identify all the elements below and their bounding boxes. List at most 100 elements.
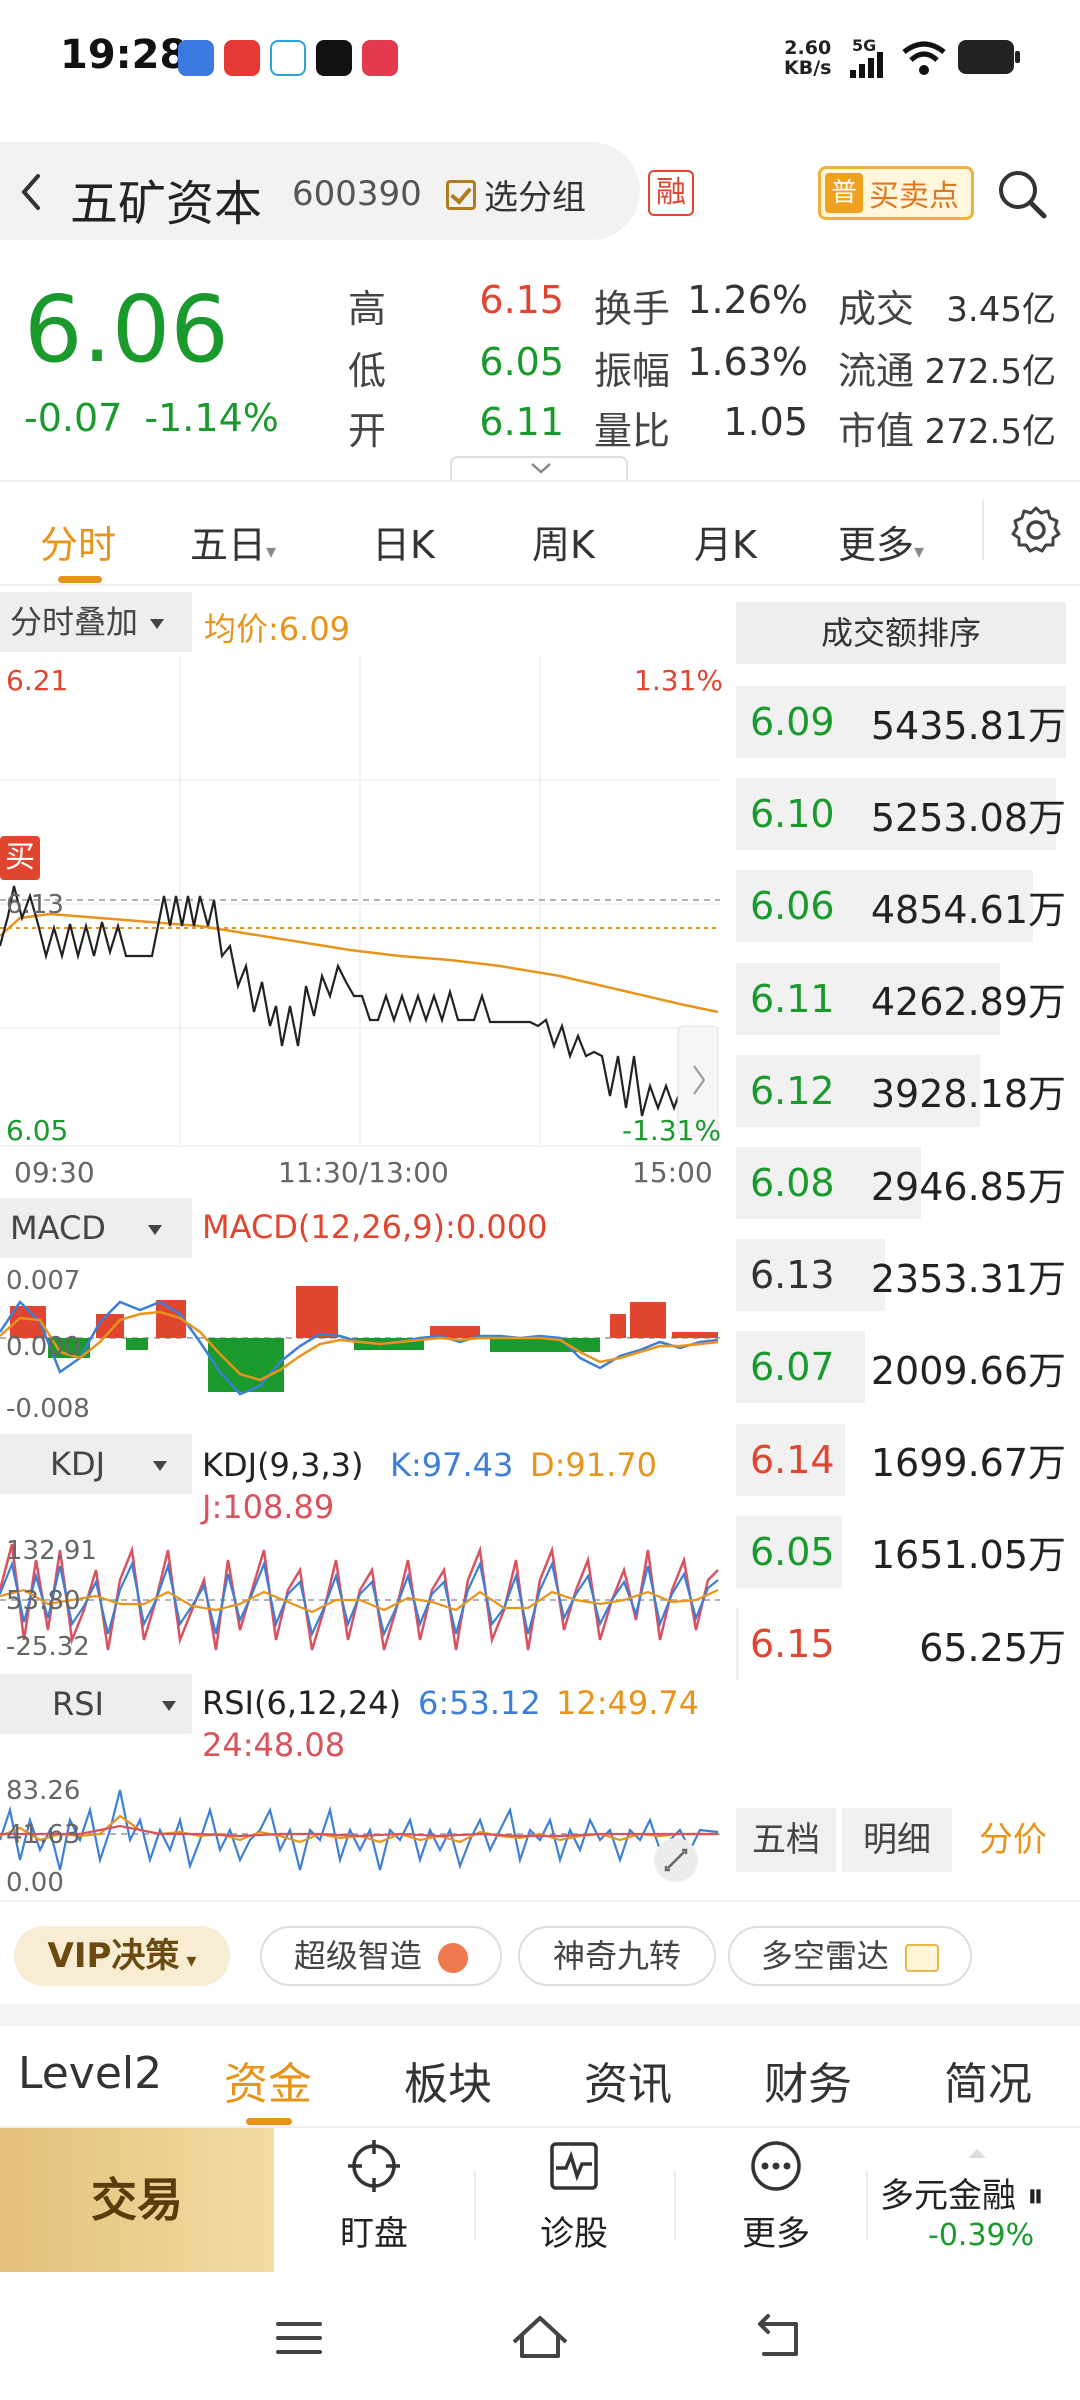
ranking-bar: [736, 1423, 845, 1496]
back-arrow-icon[interactable]: [14, 172, 50, 212]
macd-tick-zero: 0.000: [6, 1332, 81, 1362]
signal-icon: [850, 52, 883, 78]
chip-super-manufacturing[interactable]: 超级智造: [260, 1926, 502, 1986]
ranking-row[interactable]: 6.09 5435.81万: [736, 686, 1066, 758]
watch-label: 盯盘: [340, 2214, 408, 2254]
tab-funds[interactable]: 资金: [224, 2059, 312, 2110]
ranking-bar: [736, 778, 1056, 851]
kdj-dropdown[interactable]: KDJ: [0, 1434, 192, 1494]
active-tab-indicator: [58, 576, 102, 583]
divider: [474, 2170, 476, 2240]
ranking-price: 6.07: [750, 1345, 835, 1390]
sector-index-ticker[interactable]: 多元金融 ⏸: [880, 2168, 1044, 2217]
stat-label-float-cap: 流通: [838, 349, 915, 393]
settings-gear-icon[interactable]: [1010, 504, 1062, 556]
tab-intraday[interactable]: 分时: [40, 523, 117, 567]
tab-sector[interactable]: 板块: [404, 2059, 492, 2110]
chip-magic-nine[interactable]: 神奇九转: [518, 1926, 716, 1986]
rsi-tick-bottom: 0.00: [6, 1868, 64, 1898]
chart-side-handle[interactable]: [677, 1025, 719, 1137]
ranking-row[interactable]: 6.15 65.25万: [736, 1608, 1066, 1680]
ranking-row[interactable]: 6.12 3928.18万: [736, 1054, 1066, 1127]
tab-monthly-k[interactable]: 月K: [694, 523, 757, 567]
menu-icon[interactable]: [274, 2318, 324, 2358]
tab-daily-k[interactable]: 日K: [372, 523, 435, 567]
rsi-chart[interactable]: [0, 1770, 720, 1900]
ranking-amount: 5253.08万: [870, 795, 1066, 840]
expand-quote-toggle[interactable]: [450, 456, 628, 482]
ranking-bar: [736, 1147, 921, 1219]
divider: [0, 480, 1080, 482]
intraday-chart[interactable]: [0, 656, 720, 1216]
trade-button[interactable]: 交易: [0, 2128, 274, 2272]
stat-label-volume-ratio: 量比: [594, 409, 671, 453]
chip-bull-bear-radar[interactable]: 多空雷达: [728, 1926, 972, 1986]
ranking-row[interactable]: 6.14 1699.67万: [736, 1423, 1066, 1496]
segment-details[interactable]: 明细: [842, 1808, 952, 1872]
kdj-k-line: [0, 1560, 719, 1638]
stat-label-low: 低: [348, 349, 387, 393]
ranking-row[interactable]: 6.05 1651.05万: [736, 1515, 1066, 1588]
overlay-dropdown[interactable]: 分时叠加: [0, 592, 192, 652]
select-group-button[interactable]: 选分组: [446, 170, 586, 219]
ranking-price: 6.05: [750, 1529, 835, 1574]
macd-dropdown[interactable]: MACD: [0, 1198, 192, 1258]
ranking-row[interactable]: 6.08 2946.85万: [736, 1147, 1066, 1219]
chip-label: 多空雷达: [760, 1937, 889, 1975]
tab-news[interactable]: 资讯: [584, 2059, 672, 2110]
ranking-amount: 2009.66万: [870, 1348, 1066, 1393]
buy-marker[interactable]: 买: [0, 836, 40, 880]
macd-chart[interactable]: [0, 1262, 720, 1426]
stat-label-open: 开: [348, 409, 387, 453]
vip-decision-chip[interactable]: VIP决策 ▾: [14, 1926, 230, 1986]
stat-label-high: 高: [348, 287, 387, 331]
tab-profile[interactable]: 简况: [944, 2059, 1032, 2110]
ranking-row[interactable]: 6.11 4262.89万: [736, 962, 1066, 1035]
dropdown-icon: ▾: [179, 1948, 197, 1972]
ranking-row[interactable]: 6.07 2009.66万: [736, 1331, 1066, 1404]
y-tick-bottom-pct: -1.31%: [622, 1114, 722, 1147]
rsi-6-value: 6:53.12: [418, 1684, 541, 1722]
tab-level2[interactable]: Level2: [18, 2048, 163, 2099]
rsi-6-line: [0, 1789, 719, 1871]
tab-five-day[interactable]: 五日▾: [190, 514, 276, 569]
dea-line: [0, 1310, 719, 1382]
fullscreen-toggle-icon[interactable]: [652, 1836, 700, 1884]
kdj-title: KDJ(9,3,3): [202, 1446, 364, 1484]
ranking-bar: [736, 1331, 865, 1404]
macd-title: MACD(12,26,9):0.000: [202, 1208, 548, 1246]
rsi-12-value: 12:49.74: [556, 1684, 700, 1722]
notification-icons: [178, 40, 398, 76]
margin-badge[interactable]: 融: [648, 170, 694, 216]
home-icon[interactable]: [508, 2310, 572, 2362]
ranking-bar: [736, 1054, 980, 1127]
segment-five-levels[interactable]: 五档: [736, 1808, 836, 1872]
kdj-d-line: [0, 1588, 719, 1614]
tab-weekly-k[interactable]: 周K: [532, 523, 595, 567]
segment-price-distribution[interactable]: 分价: [958, 1808, 1068, 1872]
x-tick-midday: 11:30/13:00: [278, 1156, 449, 1189]
search-icon[interactable]: [994, 166, 1050, 222]
ranking-row[interactable]: 6.10 5253.08万: [736, 778, 1066, 851]
active-tab-indicator: [246, 2118, 292, 2125]
more-label: 更多: [742, 2214, 810, 2254]
caret-down-icon: [161, 1701, 176, 1711]
rsi-dropdown[interactable]: RSI: [0, 1674, 192, 1734]
stat-value-float-cap: 272.5亿: [924, 352, 1056, 392]
back-nav-icon[interactable]: [752, 2314, 804, 2360]
ranking-bar: [736, 1515, 842, 1588]
volume-ranking-title[interactable]: 成交额排序: [736, 602, 1066, 664]
ranking-row[interactable]: 6.06 4854.61万: [736, 870, 1066, 943]
ranking-amount: 3928.18万: [870, 1072, 1066, 1117]
ranking-row[interactable]: 6.13 2353.31万: [736, 1239, 1066, 1312]
buy-sell-points-button[interactable]: 普 买卖点: [818, 166, 974, 220]
stat-value-high: 6.15: [479, 278, 564, 322]
kdj-chart[interactable]: [0, 1530, 720, 1666]
tab-more[interactable]: 更多▾: [838, 514, 924, 569]
diagnose-button[interactable]: 诊股: [494, 2138, 654, 2255]
more-button[interactable]: 更多: [696, 2138, 856, 2255]
tab-finance[interactable]: 财务: [764, 2059, 852, 2110]
rsi-tick-mid: 41.63: [6, 1820, 81, 1850]
chevron-down-icon: [531, 463, 551, 474]
watch-button[interactable]: 盯盘: [294, 2138, 454, 2255]
